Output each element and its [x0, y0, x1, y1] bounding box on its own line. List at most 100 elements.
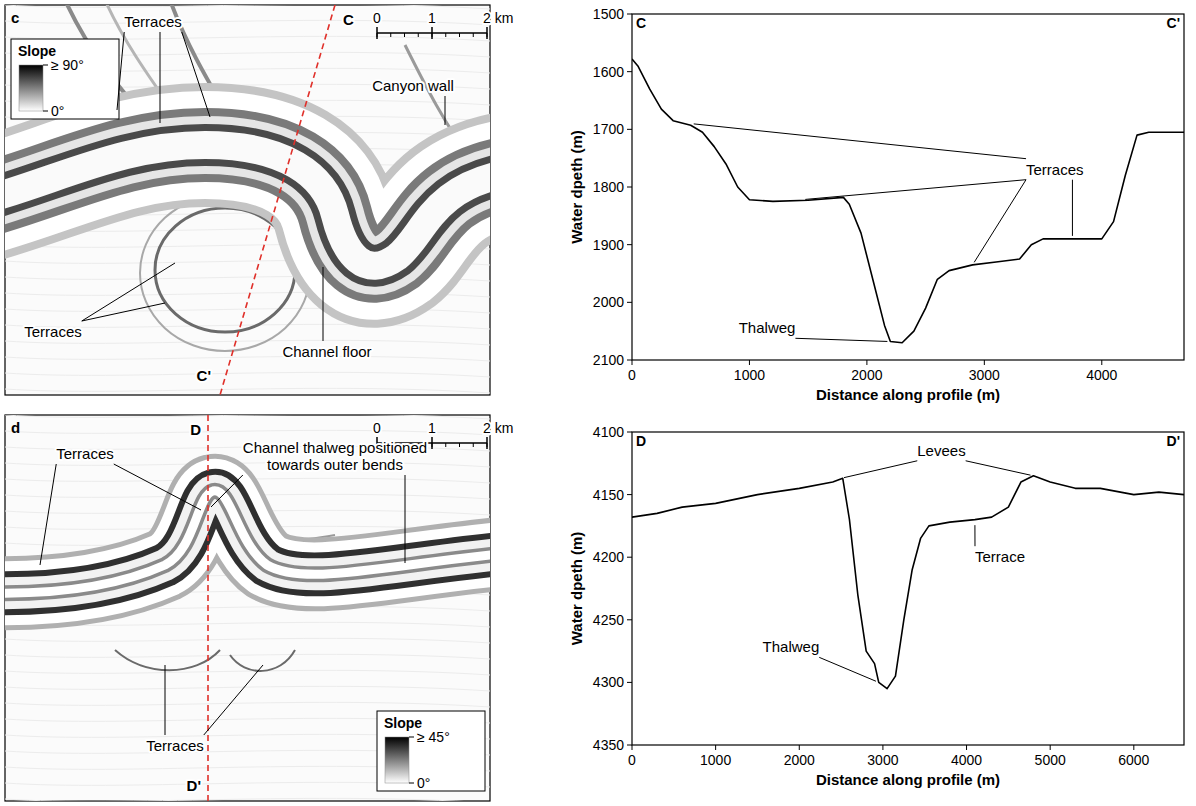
texture	[5, 686, 490, 691]
leader-line	[819, 657, 876, 681]
annotation: Terraces	[1026, 161, 1084, 178]
y-tick-label: 1600	[593, 64, 624, 80]
x-tick	[632, 360, 633, 365]
x-axis-title: Distance along profile (m)	[816, 386, 1000, 403]
plot-frame	[632, 14, 1184, 360]
texture	[5, 372, 490, 377]
channel-band	[5, 145, 490, 266]
profile-line	[207, 415, 209, 801]
leader-line	[160, 32, 161, 123]
x-tick-label: 3000	[867, 752, 898, 768]
y-tick	[627, 494, 632, 495]
plot-data	[632, 476, 1184, 689]
annotation: Thalweg	[763, 638, 820, 655]
slope-image	[5, 5, 490, 395]
texture	[5, 340, 490, 345]
leader-line	[323, 267, 324, 341]
x-tick-label: 0	[628, 752, 636, 768]
scale-minor-tick	[445, 443, 446, 447]
legend-box	[11, 39, 119, 119]
texture	[5, 356, 490, 361]
leader-line	[82, 263, 175, 321]
y-tick	[627, 682, 632, 683]
leader-line	[795, 338, 887, 341]
leader-line	[117, 32, 124, 110]
x-tick-label: 4000	[951, 752, 982, 768]
x-tick	[1101, 360, 1102, 365]
scale-label: 1	[428, 420, 436, 436]
plot-data	[632, 59, 1184, 343]
x-tick-label: 3000	[969, 367, 1000, 383]
profile-chart: 0100020003000400015001600170018001900200…	[568, 6, 1184, 403]
leader-line	[974, 525, 975, 546]
scale-label: 1	[428, 10, 436, 26]
leader-line	[211, 475, 243, 507]
channel-band	[5, 491, 490, 593]
y-tick	[627, 302, 632, 303]
leader-line	[1072, 180, 1073, 236]
y-tick-label: 1500	[593, 6, 624, 22]
scale-tick	[431, 27, 433, 39]
terrace-edge	[230, 650, 295, 671]
profile-line	[632, 476, 1184, 689]
panel-letter: d	[11, 419, 20, 436]
y-tick-label: 2100	[593, 352, 624, 368]
y-tick-label: 1700	[593, 121, 624, 137]
y-tick	[627, 14, 632, 15]
leader-line	[82, 303, 165, 321]
slope-image	[5, 415, 490, 801]
profile-end: D	[190, 421, 201, 438]
channel-band	[5, 145, 490, 266]
y-axis-title: Water dpeth (m)	[568, 532, 585, 646]
x-tick	[749, 360, 750, 365]
x-tick	[1050, 745, 1051, 750]
y-tick-label: 4200	[593, 549, 624, 565]
leader-line	[805, 180, 1026, 200]
legend-tick	[43, 111, 48, 112]
channel-band	[5, 145, 490, 266]
scale-minor-tick	[459, 443, 460, 447]
texture	[5, 798, 490, 801]
slope-legend: Slope≥ 45°0°	[377, 711, 485, 791]
leader-line	[40, 464, 56, 565]
scale-minor-tick	[473, 443, 474, 447]
y-tick-label: 1900	[593, 237, 624, 253]
label-line: Channel thalweg positioned	[243, 439, 427, 456]
plot-frame	[632, 432, 1184, 745]
annotation: Thalweg	[739, 319, 796, 336]
leader-line	[405, 475, 406, 563]
y-tick	[627, 187, 632, 188]
y-tick-label: 2000	[593, 294, 624, 310]
x-tick	[799, 745, 800, 750]
scale-minor-tick	[404, 33, 405, 37]
y-tick-label: 4100	[593, 424, 624, 440]
scale-label: 2 km	[483, 420, 513, 436]
channel-band	[5, 491, 490, 593]
x-tick-label: 2000	[784, 752, 815, 768]
legend-gradient	[19, 65, 43, 111]
profile-chart: 0100020003000400050006000410041504200425…	[568, 424, 1184, 788]
scale-tick	[486, 27, 488, 39]
x-tick	[632, 745, 633, 750]
legend-gradient	[385, 737, 409, 783]
leader-line	[974, 180, 1026, 263]
x-tick-label: 1000	[734, 367, 765, 383]
channel-band	[5, 145, 490, 266]
map-label: Terraces	[146, 737, 204, 754]
leader-line	[165, 665, 166, 735]
legend-tick	[409, 783, 414, 784]
scale-label: 0	[373, 420, 381, 436]
x-tick	[1133, 745, 1134, 750]
map-panel: cCC'012 kmSlope≥ 90°0°TerracesCanyon wal…	[0, 0, 513, 409]
texture	[5, 670, 490, 675]
leader-line	[694, 124, 1026, 159]
channel-band	[5, 491, 490, 593]
x-tick	[966, 745, 967, 750]
channel-band	[5, 145, 490, 266]
y-tick	[627, 129, 632, 130]
scale-label: 0	[373, 10, 381, 26]
channel-band	[5, 491, 490, 593]
annotation: Levees	[917, 442, 965, 459]
y-tick-label: 4300	[593, 674, 624, 690]
profile-line	[632, 59, 1184, 343]
